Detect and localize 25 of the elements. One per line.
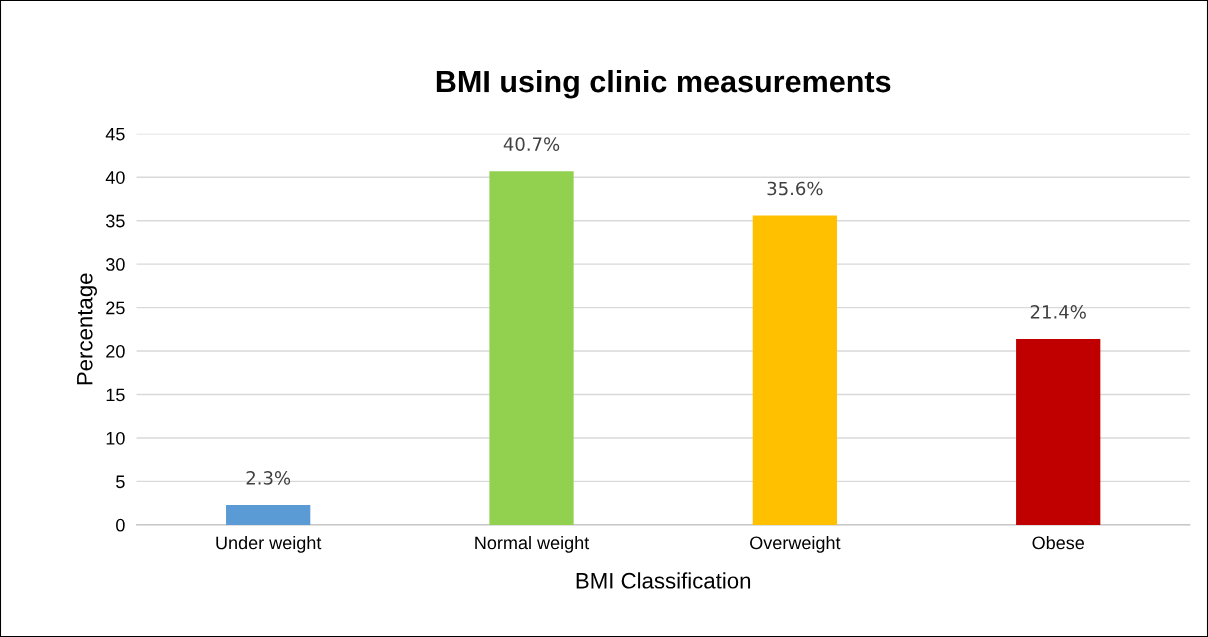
y-tick-label: 35 [106, 214, 125, 228]
data-label: 40.7% [503, 137, 560, 151]
x-tick-label: Normal weight [475, 536, 590, 553]
y-tick-label: 45 [105, 127, 125, 141]
y-tick-label: 0 [116, 518, 125, 532]
data-label: 21.4% [1030, 305, 1086, 319]
chart-title: BMI using clinic measurements [436, 69, 891, 99]
y-tick-label: 40 [105, 171, 125, 184]
x-tick-label: Under weight [216, 536, 322, 553]
data-label: 2.3% [246, 471, 291, 485]
y-tick-label: 10 [106, 431, 125, 445]
bar [226, 504, 311, 525]
bar [752, 215, 837, 525]
bar [1016, 338, 1101, 525]
data-label: 35.6% [767, 181, 823, 196]
x-axis-title: BMI Classification [576, 572, 751, 589]
y-axis-title: Percentage [77, 273, 97, 385]
y-tick-label: 20 [106, 344, 125, 358]
y-tick-label: 5 [116, 475, 125, 489]
y-tick-label: 15 [106, 388, 125, 402]
y-tick-label: 30 [106, 258, 125, 271]
x-tick-label: Overweight [750, 536, 841, 553]
bar [489, 171, 574, 525]
y-tick-label: 25 [106, 301, 125, 315]
x-tick-label: Obese [1032, 536, 1085, 550]
